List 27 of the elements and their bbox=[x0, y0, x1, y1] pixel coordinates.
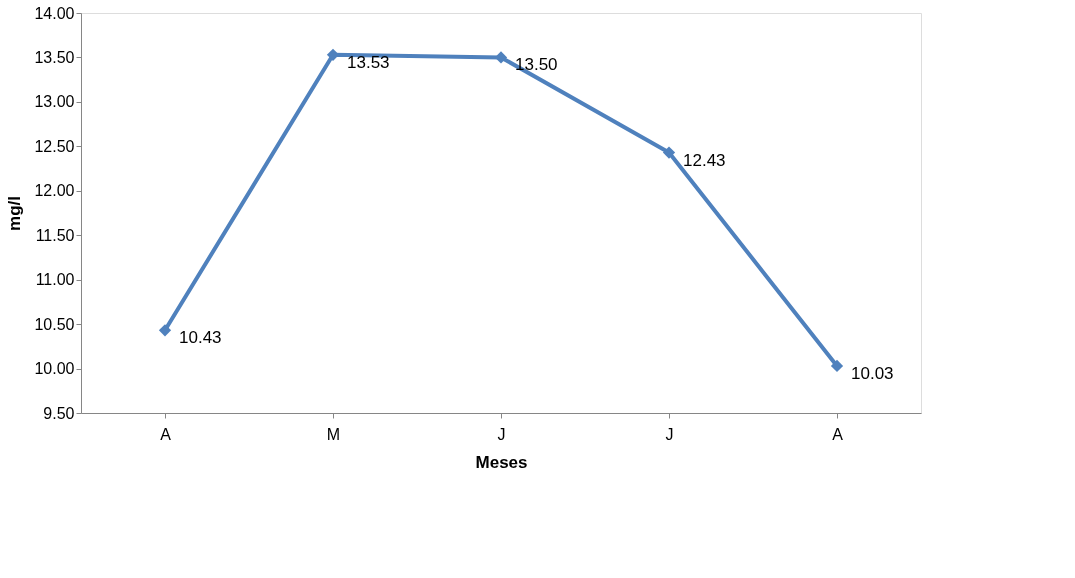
y-tick-label: 12.00 bbox=[34, 182, 75, 200]
point bbox=[662, 146, 676, 159]
y-tick-label: 10.00 bbox=[34, 360, 75, 378]
x-tick-label: J bbox=[497, 425, 506, 443]
y-tick-label: 12.50 bbox=[34, 137, 75, 155]
data-label: 12.43 bbox=[683, 150, 726, 170]
y-axis-title: mg/l bbox=[5, 196, 25, 231]
y-tick-label: 9.50 bbox=[43, 404, 75, 422]
data-label: 10.43 bbox=[179, 328, 222, 348]
data-label: 10.03 bbox=[851, 363, 894, 383]
x-axis-title: Meses bbox=[475, 452, 528, 472]
point bbox=[326, 48, 340, 61]
point bbox=[830, 359, 844, 373]
point bbox=[494, 51, 508, 64]
data-label: 13.50 bbox=[515, 55, 558, 75]
y-tick-label: 13.50 bbox=[34, 48, 75, 66]
point bbox=[158, 324, 172, 337]
y-tick-label: 13.00 bbox=[34, 93, 75, 111]
y-tick-label: 14.00 bbox=[34, 4, 75, 22]
x-tick-label: J bbox=[665, 425, 674, 443]
x-tick-label: M bbox=[326, 425, 341, 443]
x-tick-label: A bbox=[832, 425, 844, 443]
y-tick-label: 11.50 bbox=[35, 226, 75, 244]
y-tick-label: 11.00 bbox=[35, 271, 75, 289]
x-tick-label: A bbox=[160, 425, 172, 443]
data-label: 13.53 bbox=[347, 52, 390, 72]
y-tick-label: 10.50 bbox=[34, 315, 75, 333]
